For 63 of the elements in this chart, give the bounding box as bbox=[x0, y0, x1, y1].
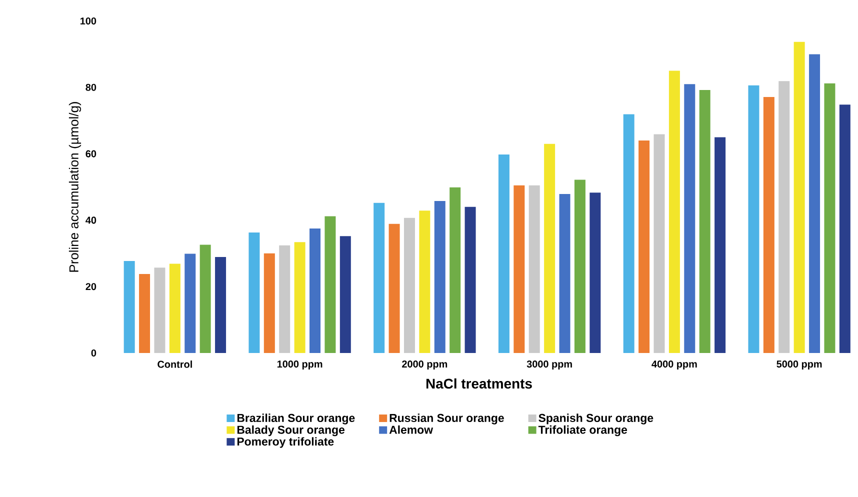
bar bbox=[638, 140, 650, 353]
bar bbox=[200, 244, 211, 353]
bar bbox=[374, 202, 385, 353]
bar bbox=[498, 154, 510, 353]
bar bbox=[388, 224, 400, 353]
y-tick-label: 80 bbox=[86, 84, 96, 91]
bar bbox=[590, 192, 601, 353]
x-tick-label: 4000 ppm bbox=[652, 360, 697, 370]
bar bbox=[544, 144, 556, 353]
bar bbox=[623, 114, 634, 353]
bar bbox=[324, 216, 336, 353]
bar bbox=[528, 185, 540, 353]
x-axis-title: NaCl treatments bbox=[426, 378, 532, 389]
bar bbox=[809, 54, 820, 353]
x-tick-label: 3000 ppm bbox=[526, 360, 572, 370]
legend-label: Spanish Sour orange bbox=[538, 414, 654, 424]
bar bbox=[279, 245, 290, 353]
bar bbox=[248, 232, 260, 353]
legend-label: Russian Sour orange bbox=[390, 414, 504, 424]
bar bbox=[340, 236, 351, 353]
bar bbox=[748, 85, 760, 353]
legend-label: Trifoliate orange bbox=[538, 425, 628, 436]
bar bbox=[434, 200, 446, 353]
y-tick-label: 0 bbox=[91, 349, 96, 357]
legend-label: Balady Sour orange bbox=[237, 425, 345, 436]
bar bbox=[714, 137, 726, 353]
bar bbox=[419, 210, 430, 353]
bar bbox=[684, 84, 696, 353]
y-axis-title: Proline accumulation (µmol/g) bbox=[68, 102, 82, 272]
bar bbox=[464, 206, 476, 353]
bar bbox=[215, 257, 226, 353]
y-tick-label: 60 bbox=[86, 150, 96, 158]
bar bbox=[310, 228, 321, 353]
legend-label: Brazilian Sour orange bbox=[237, 414, 355, 424]
x-tick-label: 1000 ppm bbox=[277, 360, 322, 370]
y-tick-label: 20 bbox=[86, 283, 96, 290]
bar bbox=[264, 253, 275, 353]
x-tick-label: Control bbox=[158, 360, 192, 368]
bar bbox=[294, 242, 306, 353]
bar bbox=[763, 97, 774, 353]
bar bbox=[124, 261, 135, 353]
bar bbox=[184, 254, 196, 353]
bar bbox=[514, 185, 525, 353]
bar bbox=[169, 264, 180, 353]
bar bbox=[404, 218, 415, 353]
bar bbox=[450, 187, 461, 353]
legend-label: Alemow bbox=[389, 425, 434, 434]
bar bbox=[794, 42, 805, 353]
bar bbox=[839, 104, 850, 353]
bar bbox=[824, 83, 836, 353]
x-tick-label: 2000 ppm bbox=[402, 360, 448, 370]
bar bbox=[699, 90, 710, 353]
bar bbox=[778, 81, 790, 353]
y-tick-label: 40 bbox=[86, 216, 96, 224]
bar bbox=[668, 70, 680, 353]
bar bbox=[559, 194, 570, 353]
bar bbox=[154, 268, 166, 353]
x-tick-label: 5000 ppm bbox=[776, 360, 822, 370]
legend-label: Pomeroy trifoliate bbox=[237, 437, 334, 448]
bar bbox=[654, 134, 665, 353]
bar bbox=[139, 274, 150, 353]
bar bbox=[574, 180, 586, 353]
y-tick-label: 100 bbox=[80, 17, 96, 25]
